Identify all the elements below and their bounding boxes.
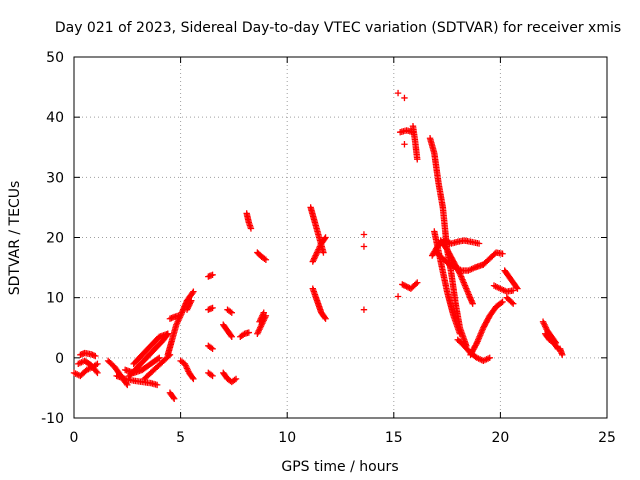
data-point-marker — [401, 282, 409, 290]
data-point-marker — [401, 94, 408, 102]
data-point-marker — [321, 314, 328, 321]
data-point-marker — [239, 331, 247, 338]
data-point-marker — [321, 235, 328, 242]
data-point-marker — [509, 287, 517, 294]
x-tick-label: 5 — [176, 430, 185, 446]
x-tick-label: 10 — [278, 430, 296, 446]
y-tick-labels: -10 0 10 20 30 40 50 — [41, 50, 64, 427]
data-point-marker — [499, 298, 506, 306]
y-tick-label: 40 — [46, 110, 64, 126]
data-point-marker — [475, 240, 483, 247]
data-point-marker — [209, 304, 216, 312]
data-point-marker — [514, 285, 521, 292]
data-point-marker — [227, 332, 235, 339]
data-point-marker — [262, 256, 270, 263]
y-tick-label: 0 — [55, 351, 64, 367]
data-point-marker — [320, 249, 327, 256]
data-point-marker — [228, 309, 235, 316]
data-point-marker — [164, 330, 172, 337]
data-point-marker — [188, 297, 195, 304]
data-point-marker — [455, 269, 463, 276]
data-point-marker — [209, 372, 216, 380]
data-point-marker — [498, 299, 505, 307]
data-point-marker — [207, 371, 215, 379]
data-point-marker — [93, 368, 100, 375]
y-axis-label: SDTVAR / TECUs — [7, 181, 23, 296]
data-point-marker — [153, 381, 161, 389]
data-point-marker — [399, 281, 406, 288]
x-tick-label: 0 — [70, 430, 79, 446]
data-point-marker — [207, 344, 215, 352]
data-point-marker — [360, 231, 368, 238]
data-point-marker — [190, 288, 197, 295]
data-point-marker — [261, 255, 268, 262]
data-point-marker — [227, 308, 234, 315]
data-point-marker — [456, 330, 464, 337]
data-point-marker — [412, 280, 420, 288]
data-point-marker — [360, 306, 368, 313]
data-point-marker — [190, 375, 197, 383]
y-tick-label: 30 — [46, 170, 64, 186]
data-point-marker — [513, 284, 520, 291]
x-tick-label: 25 — [598, 430, 616, 446]
data-point-marker — [469, 300, 476, 307]
data-point-marker — [360, 243, 368, 250]
data-point-marker — [403, 283, 410, 290]
data-point-marker — [247, 225, 255, 232]
data-point-marker — [94, 360, 101, 368]
data-point-marker — [232, 375, 240, 383]
chart-title: Day 021 of 2023, Sidereal Day-to-day VTE… — [55, 20, 621, 36]
data-point-marker — [94, 369, 101, 377]
axis-ticks — [73, 56, 608, 419]
data-point-marker — [92, 352, 99, 360]
data-point-marker — [322, 234, 329, 241]
data-point-marker — [508, 299, 516, 306]
data-point-marker — [154, 355, 162, 362]
data-point-marker — [553, 344, 561, 351]
x-tick-label: 15 — [385, 430, 403, 446]
data-point-marker — [189, 374, 196, 381]
data-point-marker — [486, 354, 493, 362]
y-tick-label: -10 — [41, 411, 64, 427]
data-point-marker — [231, 376, 238, 384]
data-points — [70, 89, 566, 402]
data-point-marker — [156, 354, 163, 362]
y-tick-label: 50 — [46, 50, 64, 66]
y-tick-label: 10 — [46, 291, 64, 307]
data-point-marker — [509, 300, 517, 307]
data-point-marker — [394, 293, 402, 300]
data-point-marker — [228, 333, 235, 340]
data-point-marker — [414, 279, 421, 286]
x-tick-label: 20 — [491, 430, 509, 446]
y-tick-label: 20 — [46, 231, 64, 247]
data-point-marker — [322, 315, 329, 322]
data-point-marker — [414, 156, 421, 163]
data-point-marker — [394, 89, 402, 97]
x-axis-label: GPS time / hours — [281, 459, 398, 475]
data-point-marker — [473, 340, 480, 348]
data-point-marker — [400, 281, 407, 289]
data-point-marker — [170, 394, 177, 401]
data-point-marker — [260, 309, 267, 316]
data-point-marker — [171, 395, 178, 402]
data-point-marker — [209, 271, 216, 279]
data-point-marker — [401, 141, 408, 148]
data-point-marker — [209, 345, 216, 353]
data-point-marker — [559, 351, 566, 359]
data-point-marker — [175, 312, 182, 319]
data-point-marker — [189, 289, 196, 297]
data-point-marker — [499, 250, 506, 257]
data-point-marker — [124, 381, 131, 389]
grid-lines — [74, 57, 607, 418]
x-tick-labels: 0 5 10 15 20 25 — [70, 430, 616, 446]
data-point-marker — [245, 329, 253, 336]
